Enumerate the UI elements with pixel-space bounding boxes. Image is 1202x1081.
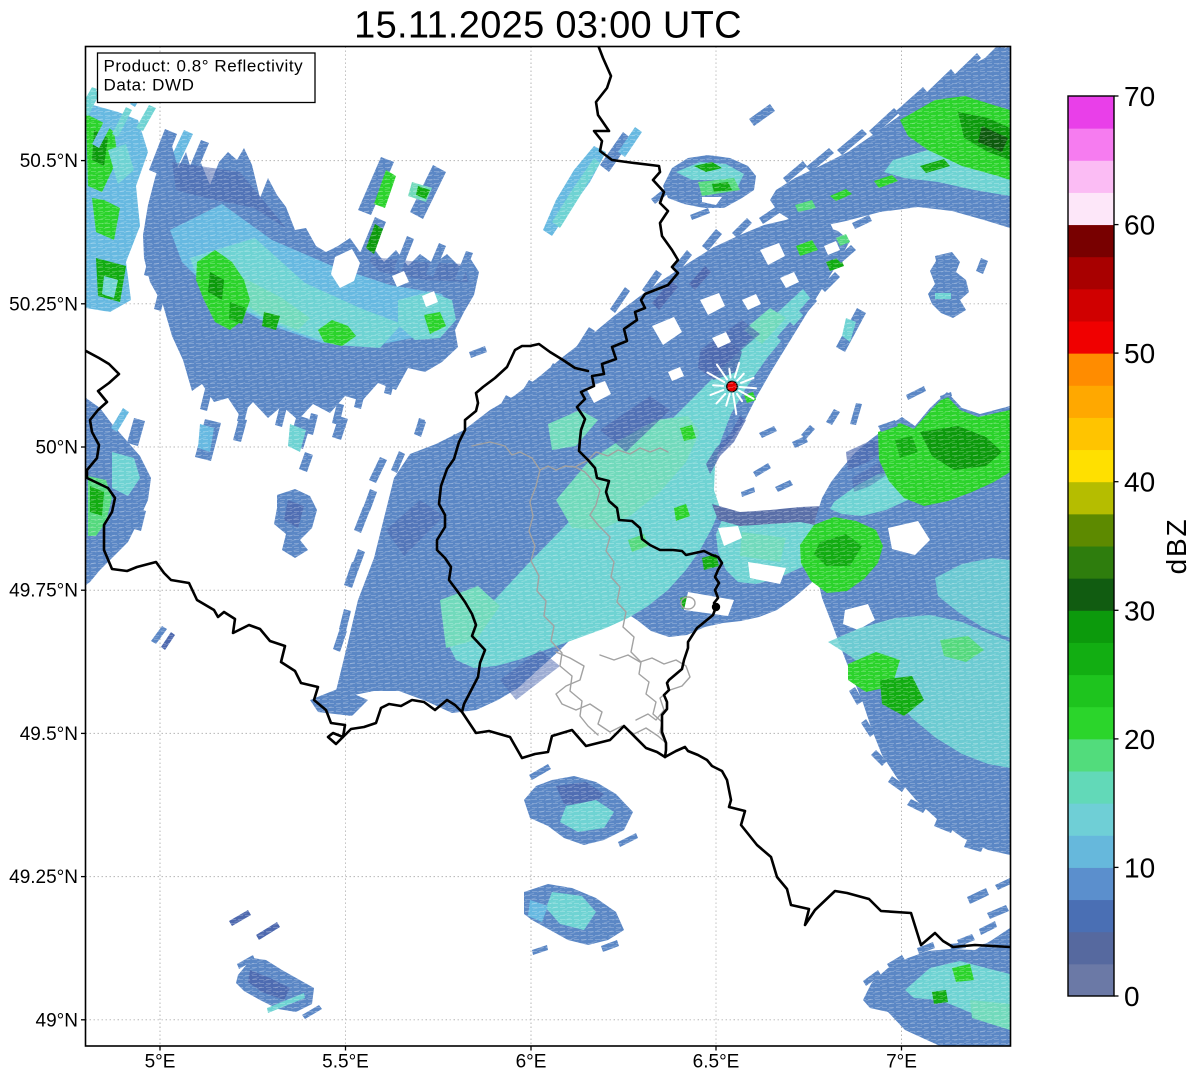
svg-text:0: 0 xyxy=(1124,981,1140,1012)
svg-text:30: 30 xyxy=(1124,595,1155,626)
svg-text:49.5°N: 49.5°N xyxy=(20,724,78,745)
svg-text:6°E: 6°E xyxy=(516,1052,547,1073)
svg-text:50.5°N: 50.5°N xyxy=(20,151,78,172)
svg-text:6.5°E: 6.5°E xyxy=(693,1052,740,1073)
svg-text:Product: 0.8° Reflectivity: Product: 0.8° Reflectivity xyxy=(104,57,304,76)
svg-text:10: 10 xyxy=(1124,852,1155,883)
svg-text:15.11.2025 03:00 UTC: 15.11.2025 03:00 UTC xyxy=(354,5,742,47)
svg-text:50°N: 50°N xyxy=(36,438,78,459)
svg-text:5.5°E: 5.5°E xyxy=(322,1052,369,1073)
svg-text:49.25°N: 49.25°N xyxy=(9,867,78,888)
svg-text:49.75°N: 49.75°N xyxy=(9,581,78,602)
svg-text:Data: DWD: Data: DWD xyxy=(104,76,195,95)
svg-text:49°N: 49°N xyxy=(36,1010,78,1031)
svg-text:70: 70 xyxy=(1124,81,1155,112)
svg-text:60: 60 xyxy=(1124,210,1155,241)
svg-text:20: 20 xyxy=(1124,724,1155,755)
svg-text:7°E: 7°E xyxy=(886,1052,917,1073)
svg-text:40: 40 xyxy=(1124,467,1155,498)
svg-text:50.25°N: 50.25°N xyxy=(9,294,78,315)
svg-text:5°E: 5°E xyxy=(145,1052,176,1073)
svg-text:dBZ: dBZ xyxy=(1161,518,1192,575)
svg-text:50: 50 xyxy=(1124,338,1155,369)
